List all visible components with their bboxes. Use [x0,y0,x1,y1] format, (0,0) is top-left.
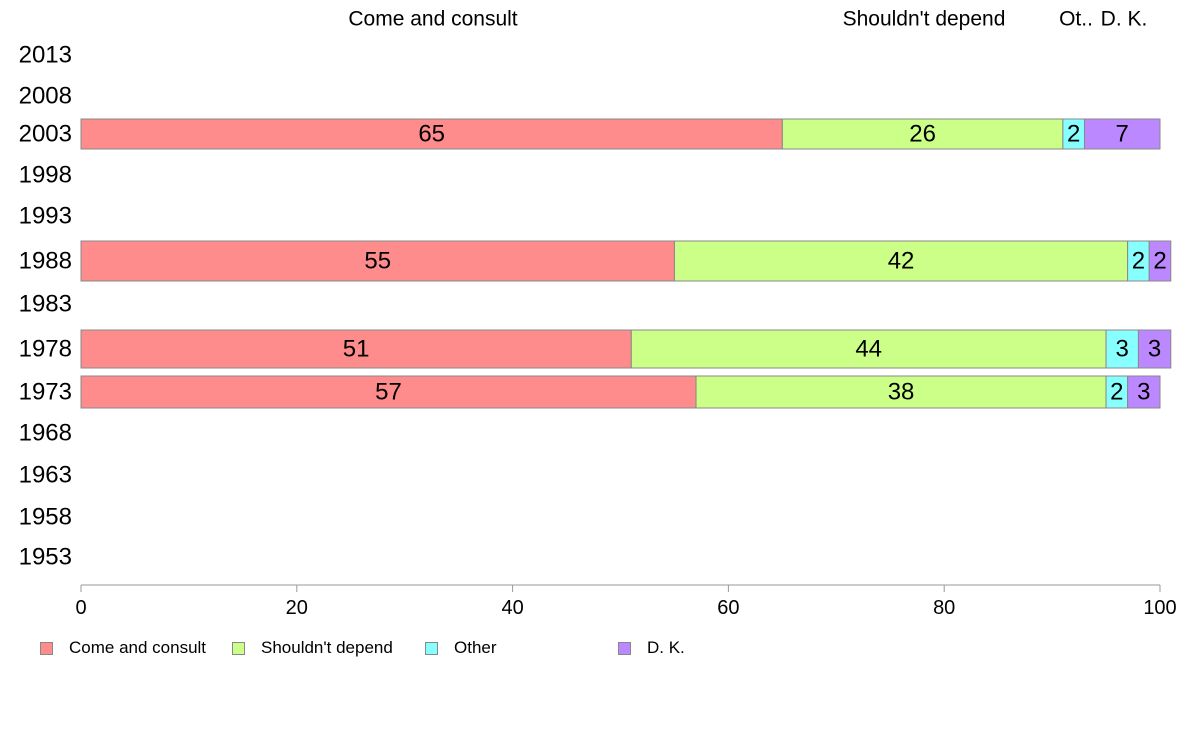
bar-segment [673,240,1129,282]
legend-item-other: Other [425,638,497,658]
bar-value-label: 7 [1116,121,1129,148]
bar-segment [630,329,1107,369]
bar-value-label: 38 [888,379,915,406]
bar-value-label: 65 [418,121,445,148]
top-category-label: Come and consult [348,8,517,31]
legend: Come and consult Shouldn't depend Other … [40,638,740,660]
bar-segment [80,375,697,409]
legend-item-shouldnt-depend: Shouldn't depend [232,638,393,658]
bar-value-label: 42 [888,248,915,275]
bar-value-label: 3 [1116,336,1129,363]
bar-value-label: 3 [1137,379,1150,406]
y-tick-label: 1983 [19,291,72,318]
bar-value-label: 2 [1132,248,1145,275]
top-category-label: Ot.. [1059,8,1093,31]
x-tick-label: 20 [286,597,308,619]
legend-label: Shouldn't depend [261,638,393,657]
y-tick-label: 1973 [19,379,72,406]
x-tick-label: 100 [1143,597,1176,619]
y-tick-label: 1998 [19,162,72,189]
bar-segment [1137,329,1172,369]
y-tick-label: 1953 [19,544,72,571]
legend-label: D. K. [647,638,685,657]
y-tick-label: 2008 [19,83,72,110]
legend-item-come-and-consult: Come and consult [40,638,206,658]
legend-swatch [425,641,438,655]
y-tick-label: 1988 [19,248,72,275]
bar-value-label: 55 [364,248,391,275]
bar-value-label: 2 [1067,121,1080,148]
bar-segment [1083,118,1161,150]
y-tick-label: 1963 [19,462,72,489]
legend-swatch [232,641,245,655]
top-category-label: D. K. [1101,8,1148,31]
x-tick-label: 80 [933,597,955,619]
x-tick-label: 40 [501,597,523,619]
x-tick-label: 0 [75,597,86,619]
bar-segment [80,240,675,282]
bar-segment [80,118,783,150]
y-tick-label: 1978 [19,336,72,363]
bar-segment [1127,375,1161,409]
y-tick-label: 1968 [19,420,72,447]
bar-segment [80,329,632,369]
y-tick-label: 2013 [19,42,72,69]
legend-item-dk: D. K. [618,638,685,658]
legend-swatch [618,641,631,655]
legend-swatch [40,641,53,655]
bar-value-label: 26 [909,121,936,148]
bar-value-label: 2 [1110,379,1123,406]
y-tick-label: 1993 [19,203,72,230]
bar-value-label: 2 [1153,248,1166,275]
bar-segment [695,375,1107,409]
bar-value-label: 57 [375,379,402,406]
bar-segment [1148,240,1172,282]
bar-value-label: 44 [855,336,882,363]
bar-value-label: 3 [1148,336,1161,363]
legend-label: Other [454,638,497,657]
y-tick-label: 1958 [19,504,72,531]
stacked-bar-chart: 2013200820031998199319881983197819731968… [19,8,1177,620]
bar-segment [781,118,1064,150]
top-category-label: Shouldn't depend [843,8,1006,31]
x-tick-label: 60 [717,597,739,619]
y-tick-label: 2003 [19,121,72,148]
bar-value-label: 51 [343,336,370,363]
legend-label: Come and consult [69,638,207,657]
